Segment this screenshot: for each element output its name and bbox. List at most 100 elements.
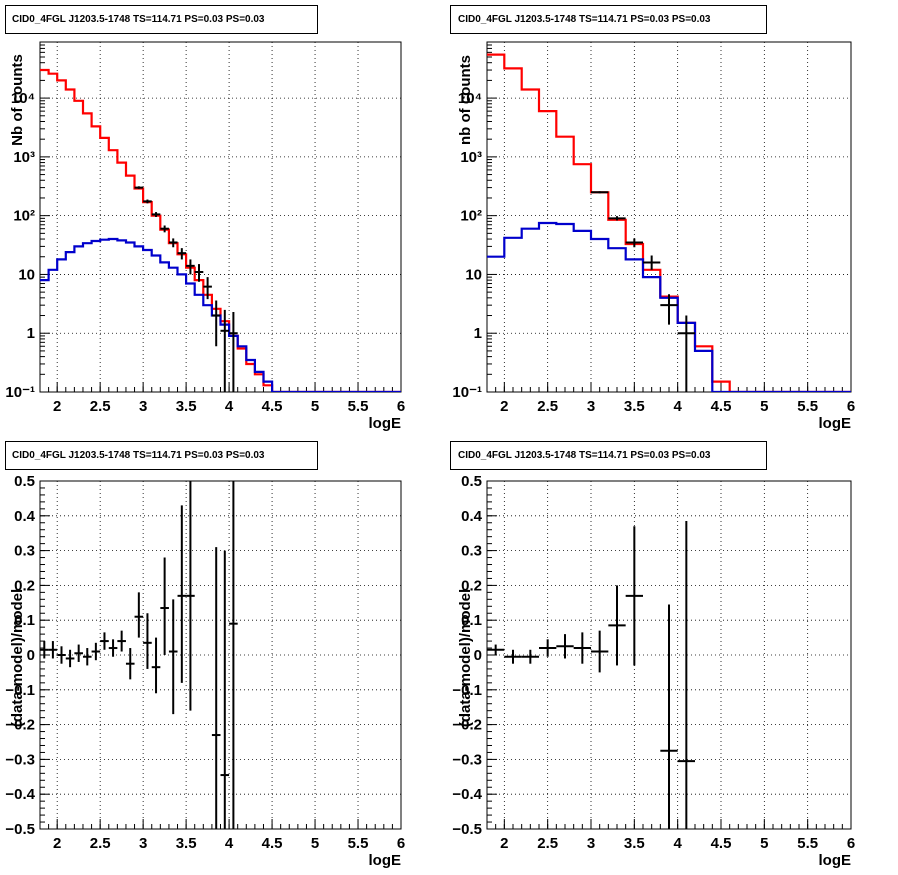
data-point <box>643 255 661 270</box>
y-tick-label: −0.4 <box>452 786 482 803</box>
data-point <box>220 550 230 829</box>
y-tick-label: 0.1 <box>14 612 35 629</box>
x-tick-label: 6 <box>397 835 405 852</box>
x-tick-label: 2.5 <box>537 398 558 415</box>
data-point <box>151 637 161 694</box>
chart-panel-4: CID0_4FGL J1203.5-1748 TS=114.71 PS=0.03… <box>450 441 855 869</box>
y-tick-label: 10² <box>460 208 482 225</box>
x-tick-label: 3 <box>139 398 147 415</box>
y-tick-label: −0.4 <box>5 786 35 803</box>
y-tick-label: 10³ <box>460 149 482 166</box>
x-tick-label: 3.5 <box>176 398 197 415</box>
data-point <box>57 646 66 664</box>
data-point <box>160 557 169 655</box>
x-tick-label: 3.5 <box>176 835 197 852</box>
x-tick-label: 4.5 <box>711 398 732 415</box>
x-tick-label: 5.5 <box>348 835 369 852</box>
x-tick-label: 3.5 <box>624 398 645 415</box>
x-tick-label: 3.5 <box>624 835 645 852</box>
y-tick-label: 0.1 <box>461 612 482 629</box>
y-tick-label: −0.2 <box>5 717 35 734</box>
y-tick-label: 10⁴ <box>458 90 482 107</box>
x-tick-label: 2.5 <box>537 835 558 852</box>
plot-area <box>487 521 695 829</box>
y-tick-label: 0.3 <box>461 543 482 560</box>
y-axis-label: Nb of counts <box>9 54 26 146</box>
chart-title: CID0_4FGL J1203.5-1748 TS=114.71 PS=0.03… <box>12 14 265 25</box>
data-point <box>521 649 539 664</box>
x-tick-label: 5 <box>760 835 768 852</box>
x-tick-label: 5.5 <box>797 398 818 415</box>
data-point <box>677 521 695 829</box>
plot-frame <box>39 41 402 393</box>
y-tick-label: 0 <box>474 647 482 664</box>
x-axis-label: logE <box>369 415 402 432</box>
data-point <box>194 264 204 282</box>
chart-title-box <box>5 441 318 470</box>
chart-title-box <box>450 5 767 34</box>
plot-area <box>40 481 238 829</box>
data-point <box>504 649 522 664</box>
y-tick-label: 0.5 <box>14 473 35 490</box>
y-tick-label: −0.3 <box>452 751 482 768</box>
x-tick-label: 4.5 <box>711 835 732 852</box>
data-point <box>660 294 678 325</box>
y-tick-label: 1 <box>474 325 482 342</box>
data-point <box>211 300 221 347</box>
x-axis-label: logE <box>369 852 402 869</box>
y-tick-label: −0.1 <box>452 682 482 699</box>
data-point <box>125 648 135 680</box>
data-point <box>151 212 161 217</box>
x-tick-label: 2 <box>53 835 61 852</box>
data-point <box>100 632 109 650</box>
data-point <box>143 613 152 669</box>
x-tick-label: 6 <box>847 398 855 415</box>
data-point <box>168 238 178 248</box>
x-tick-label: 4.5 <box>262 835 283 852</box>
x-tick-label: 2.5 <box>90 398 111 415</box>
data-point <box>660 604 678 829</box>
x-tick-label: 5 <box>311 835 319 852</box>
data-point <box>143 199 152 204</box>
plot-frame <box>486 41 852 393</box>
y-tick-label: 10⁻¹ <box>5 384 35 401</box>
y-tick-label: 0 <box>27 647 35 664</box>
data-point <box>108 639 118 657</box>
data-point <box>539 639 557 657</box>
chart-title: CID0_4FGL J1203.5-1748 TS=114.71 PS=0.03… <box>458 14 711 25</box>
x-tick-label: 6 <box>397 398 405 415</box>
plot-area <box>40 68 401 392</box>
data-point <box>608 216 626 221</box>
data-point <box>134 186 144 189</box>
y-tick-label: 10² <box>13 208 35 225</box>
x-tick-label: 3 <box>587 398 595 415</box>
y-tick-label: 10 <box>18 266 35 283</box>
x-tick-label: 4 <box>225 398 234 415</box>
data-point <box>608 585 626 666</box>
y-tick-label: 0.2 <box>461 577 482 594</box>
data-point <box>220 309 230 392</box>
y-tick-label: 1 <box>27 325 35 342</box>
x-axis-label: logE <box>819 852 852 869</box>
chart-title: CID0_4FGL J1203.5-1748 TS=114.71 PS=0.03… <box>458 450 711 461</box>
data-point <box>40 641 49 659</box>
data-point <box>203 277 212 300</box>
x-tick-label: 6 <box>847 835 855 852</box>
y-tick-label: −0.5 <box>5 821 35 838</box>
y-tick-label: −0.2 <box>452 717 482 734</box>
x-axis-label: logE <box>819 415 852 432</box>
y-tick-label: −0.5 <box>452 821 482 838</box>
data-point <box>134 592 144 638</box>
y-tick-label: 10³ <box>13 149 35 166</box>
data-point <box>487 644 505 655</box>
x-tick-label: 5.5 <box>797 835 818 852</box>
x-tick-label: 2 <box>500 398 508 415</box>
data-point <box>48 641 58 659</box>
y-tick-label: −0.3 <box>5 751 35 768</box>
data-point <box>91 642 101 661</box>
x-tick-label: 5 <box>311 398 319 415</box>
data-point <box>556 634 574 659</box>
data-point <box>211 547 221 829</box>
y-tick-label: 0.4 <box>14 508 36 525</box>
